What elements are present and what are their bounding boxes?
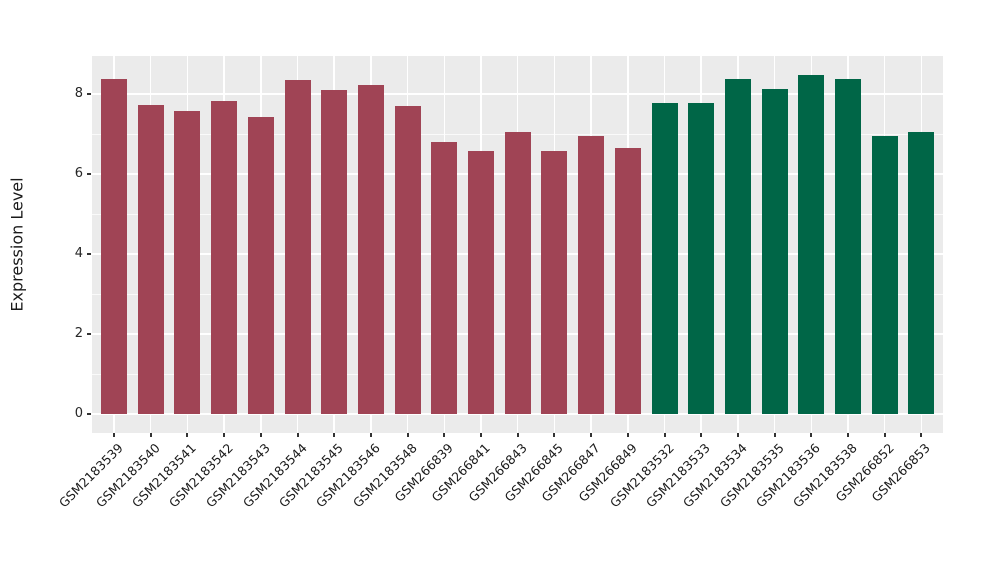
x-tick [663, 433, 666, 437]
bar-GSM2183545 [321, 89, 348, 414]
x-tick [186, 433, 189, 437]
bar-GSM2183541 [174, 110, 201, 414]
bar-GSM266839 [431, 142, 458, 414]
plot-area [92, 56, 943, 433]
bar-GSM266847 [578, 136, 605, 414]
y-tick-label: 4 [74, 246, 83, 261]
bar-GSM2183535 [761, 88, 788, 414]
y-tick-label: 0 [74, 406, 83, 421]
x-tick [296, 433, 299, 437]
y-axis-title: Expression Level [2, 56, 32, 433]
bar-GSM2183540 [137, 105, 164, 414]
bar-GSM2183538 [835, 79, 861, 414]
x-tick [810, 433, 813, 437]
bar-GSM266843 [504, 131, 531, 414]
bar-GSM266853 [908, 131, 935, 414]
y-tick-label: 6 [74, 166, 83, 181]
bar-GSM2183536 [798, 74, 825, 414]
x-tick [333, 433, 336, 437]
bar-GSM2183548 [394, 105, 421, 414]
x-tick [223, 433, 226, 437]
y-axis-title-text: Expression Level [7, 177, 27, 312]
bar-GSM266849 [614, 147, 641, 414]
x-tick [406, 433, 409, 437]
x-tick [883, 433, 886, 437]
x-tick [480, 433, 482, 437]
bar-GSM2183546 [357, 84, 384, 414]
x-tick [443, 433, 446, 437]
x-tick [736, 433, 739, 437]
x-tick [516, 433, 519, 437]
y-tick-label: 2 [74, 326, 83, 341]
x-tick [259, 433, 262, 437]
x-tick [626, 433, 629, 437]
x-tick [773, 433, 776, 437]
bar-GSM266841 [468, 151, 494, 414]
bar-GSM2183539 [101, 78, 127, 414]
y-tick [87, 93, 91, 95]
bar-GSM2183543 [247, 116, 274, 414]
x-tick [369, 433, 372, 437]
x-tick [700, 433, 703, 437]
bar-GSM266845 [541, 151, 568, 414]
y-tick-label: 8 [74, 86, 83, 101]
x-tick [920, 433, 923, 437]
y-tick [87, 413, 91, 415]
y-tick [87, 253, 91, 255]
x-tick [553, 433, 556, 437]
bar-GSM2183534 [724, 78, 751, 414]
x-tick [590, 433, 593, 437]
bar-GSM2183533 [688, 102, 715, 414]
x-tick [149, 433, 152, 437]
bar-GSM2183544 [284, 79, 311, 414]
bar-GSM2183542 [211, 100, 238, 414]
bar-GSM266852 [871, 136, 898, 414]
x-tick [847, 433, 849, 437]
bar-GSM2183532 [651, 102, 678, 414]
y-tick [87, 173, 91, 175]
x-tick [113, 433, 115, 437]
y-tick [87, 333, 91, 335]
